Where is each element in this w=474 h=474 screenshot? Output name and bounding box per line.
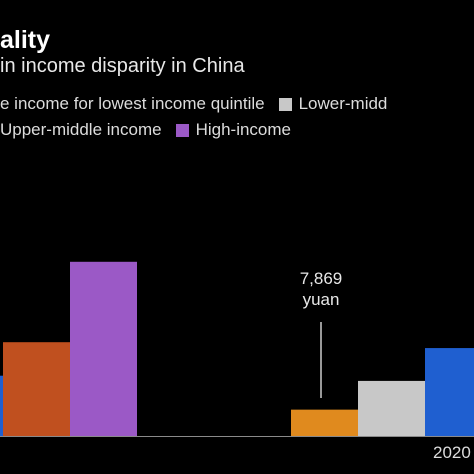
legend-label-lowest: e income for lowest income quintile	[0, 94, 265, 113]
chart-subtitle: in income disparity in China	[0, 55, 245, 77]
bar-series-1-cat-1	[358, 380, 425, 436]
legend-item-lower-middle: Lower-midd	[278, 94, 388, 114]
bar-series-4-cat-0	[70, 261, 137, 436]
legend-row-2: Upper-middle income High-income	[0, 120, 305, 140]
legend-item-high: High-income	[175, 120, 292, 140]
annotation-label: 7,869 yuan	[288, 268, 354, 310]
legend-swatch-lower-middle	[278, 97, 292, 111]
chart-title: ality	[0, 26, 51, 54]
annotation-unit: yuan	[302, 290, 340, 309]
legend-item-upper-middle: Upper-middle income	[0, 120, 162, 140]
x-tick-label-2020: 2020	[433, 443, 471, 462]
bar-series-0-cat-1	[291, 409, 358, 436]
legend-item-lowest: e income for lowest income quintile	[0, 94, 265, 114]
legend-label-high: High-income	[195, 120, 292, 139]
bar-series-2-cat-1	[425, 348, 474, 436]
annotation-value: 7,869	[299, 269, 343, 288]
legend-label-lower-middle: Lower-midd	[298, 94, 388, 113]
legend-label-upper-middle: Upper-middle income	[0, 120, 162, 139]
legend-row-1: e income for lowest income quintile Lowe…	[0, 94, 401, 114]
legend-swatch-high	[175, 123, 189, 137]
bar-series-3-cat-0	[3, 342, 70, 436]
